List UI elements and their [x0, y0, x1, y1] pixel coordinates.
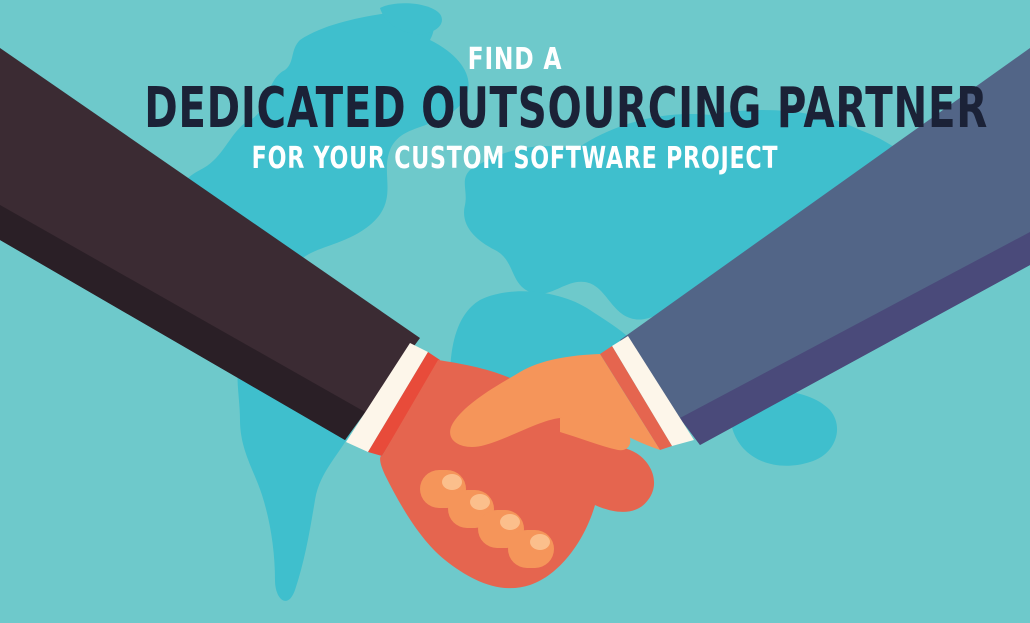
finger	[508, 530, 554, 568]
right-sleeve-shadow	[680, 232, 1030, 445]
left-arm	[0, 48, 440, 456]
greenland-shape	[380, 3, 442, 35]
fingernail	[442, 474, 462, 490]
headline-top: FIND A	[467, 42, 563, 77]
right-arm	[600, 48, 1030, 450]
left-sleeve-shadow	[0, 205, 365, 440]
right-cuff-accent	[600, 346, 672, 450]
headline-main: DEDICATED OUTSOURCING PARTNER	[144, 76, 989, 141]
fingernail	[530, 534, 550, 550]
fingernail	[500, 514, 520, 530]
handshake	[380, 354, 660, 589]
headline-sub: FOR YOUR CUSTOM SOFTWARE PROJECT	[251, 141, 779, 176]
left-cuff	[346, 343, 428, 452]
left-hand	[380, 360, 655, 589]
left-cuff-red	[368, 352, 440, 456]
right-sleeve	[620, 48, 1030, 445]
left-sleeve	[0, 48, 420, 440]
fingernail	[470, 494, 490, 510]
right-cuff	[612, 336, 694, 446]
fingernails	[442, 474, 550, 550]
left-thumb	[560, 414, 631, 451]
